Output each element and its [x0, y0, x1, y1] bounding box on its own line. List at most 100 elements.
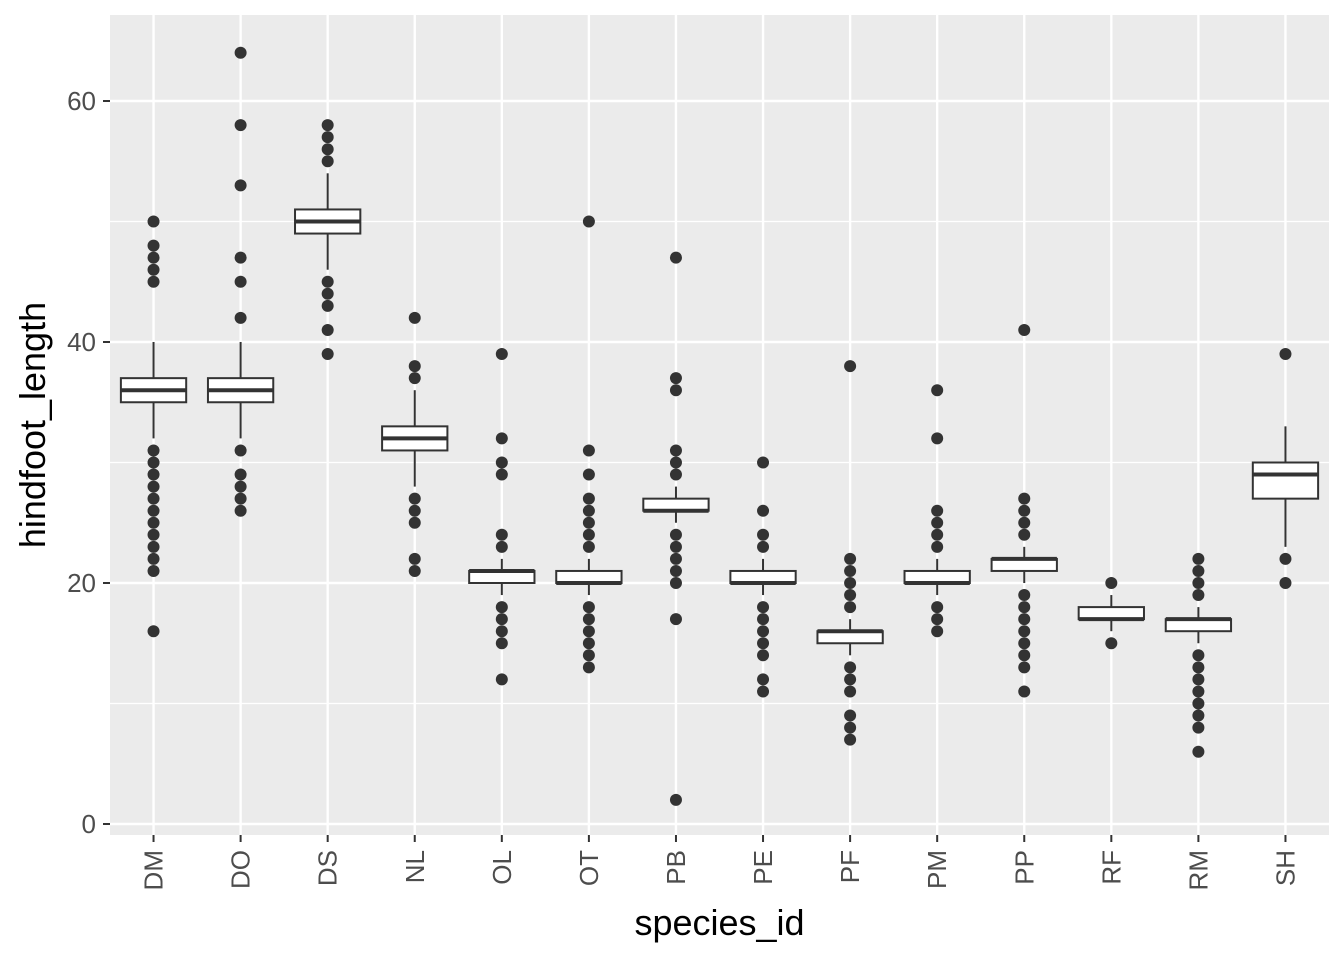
outlier-point	[757, 649, 770, 662]
x-tick-label: PB	[661, 850, 691, 885]
box-DO	[206, 46, 275, 517]
outlier-point	[582, 528, 595, 541]
outlier-point	[669, 444, 682, 457]
axes: 0 20 40 60 DM DO DS NL OL OT PB PE PF PM PP RF RM SH	[67, 86, 1300, 890]
outlier-point	[147, 275, 160, 288]
x-tick-label: OL	[487, 850, 517, 885]
outlier-point	[408, 311, 421, 324]
outlier-point	[147, 552, 160, 565]
outlier-point	[757, 504, 770, 517]
outlier-point	[669, 613, 682, 626]
outlier-point	[1018, 516, 1031, 529]
box-PM	[903, 384, 971, 638]
outlier-point	[234, 311, 247, 324]
outlier-point	[582, 625, 595, 638]
outlier-point	[1018, 504, 1031, 517]
outlier-point	[844, 661, 857, 674]
x-tick-label: DM	[139, 850, 169, 890]
outlier-point	[147, 263, 160, 276]
outlier-point	[1192, 589, 1205, 602]
outlier-point	[1192, 552, 1205, 565]
outlier-point	[1018, 625, 1031, 638]
outlier-point	[1279, 348, 1292, 361]
outlier-point	[234, 275, 247, 288]
outlier-point	[495, 540, 508, 553]
outlier-point	[147, 480, 160, 493]
outlier-point	[757, 613, 770, 626]
outlier-point	[321, 119, 334, 132]
outlier-point	[321, 143, 334, 156]
outlier-point	[1192, 745, 1205, 758]
outlier-point	[844, 552, 857, 565]
outlier-point	[495, 528, 508, 541]
y-tick-label: 40	[67, 327, 96, 357]
outlier-point	[582, 504, 595, 517]
outlier-point	[669, 540, 682, 553]
outlier-point	[582, 637, 595, 650]
outlier-point	[582, 215, 595, 228]
outlier-point	[1018, 589, 1031, 602]
outlier-point	[234, 492, 247, 505]
outlier-point	[931, 432, 944, 445]
outlier-point	[1192, 673, 1205, 686]
outlier-point	[1192, 709, 1205, 722]
outlier-point	[1279, 552, 1292, 565]
outlier-point	[408, 360, 421, 373]
outlier-point	[669, 384, 682, 397]
outlier-point	[495, 625, 508, 638]
outlier-point	[234, 179, 247, 192]
x-axis-title: species_id	[634, 902, 804, 943]
x-tick-label: PE	[748, 850, 778, 885]
outlier-point	[757, 540, 770, 553]
outlier-point	[234, 504, 247, 517]
outlier-point	[495, 637, 508, 650]
outlier-point	[1018, 492, 1031, 505]
outlier-point	[1192, 661, 1205, 674]
grid-lines	[110, 15, 1329, 835]
outlier-point	[669, 372, 682, 385]
outlier-point	[582, 468, 595, 481]
outlier-point	[582, 540, 595, 553]
outlier-point	[321, 287, 334, 300]
outlier-point	[1018, 323, 1031, 336]
outlier-point	[844, 673, 857, 686]
outlier-point	[582, 613, 595, 626]
x-tick-label: PP	[1009, 850, 1039, 885]
outlier-point	[408, 492, 421, 505]
outlier-point	[234, 119, 247, 132]
outlier-point	[1105, 577, 1118, 589]
outlier-point	[757, 673, 770, 686]
outlier-point	[147, 239, 160, 252]
outlier-point	[147, 456, 160, 469]
outlier-point	[495, 613, 508, 626]
outlier-point	[931, 540, 944, 553]
outlier-point	[495, 432, 508, 445]
x-tick-label: DO	[226, 850, 256, 889]
box-PP	[990, 323, 1058, 698]
outlier-point	[669, 793, 682, 806]
outlier-point	[844, 577, 857, 589]
outlier-point	[844, 709, 857, 722]
outlier-point	[1018, 601, 1031, 614]
outlier-point	[234, 46, 247, 59]
x-tick-label: NL	[400, 850, 430, 883]
outlier-point	[1192, 685, 1205, 698]
outlier-point	[757, 601, 770, 614]
outlier-point	[844, 589, 857, 602]
box-body	[1251, 461, 1320, 500]
outlier-point	[408, 516, 421, 529]
outlier-point	[234, 444, 247, 457]
outlier-point	[147, 516, 160, 529]
outlier-point	[582, 601, 595, 614]
outlier-point	[582, 661, 595, 674]
x-tick-label: OT	[574, 850, 604, 886]
outlier-point	[321, 155, 334, 168]
outlier-point	[669, 528, 682, 541]
x-tick-label: RF	[1096, 850, 1126, 885]
outlier-point	[669, 577, 682, 589]
outlier-point	[757, 637, 770, 650]
outlier-point	[582, 516, 595, 529]
outlier-point	[1279, 577, 1292, 589]
outlier-point	[234, 480, 247, 493]
